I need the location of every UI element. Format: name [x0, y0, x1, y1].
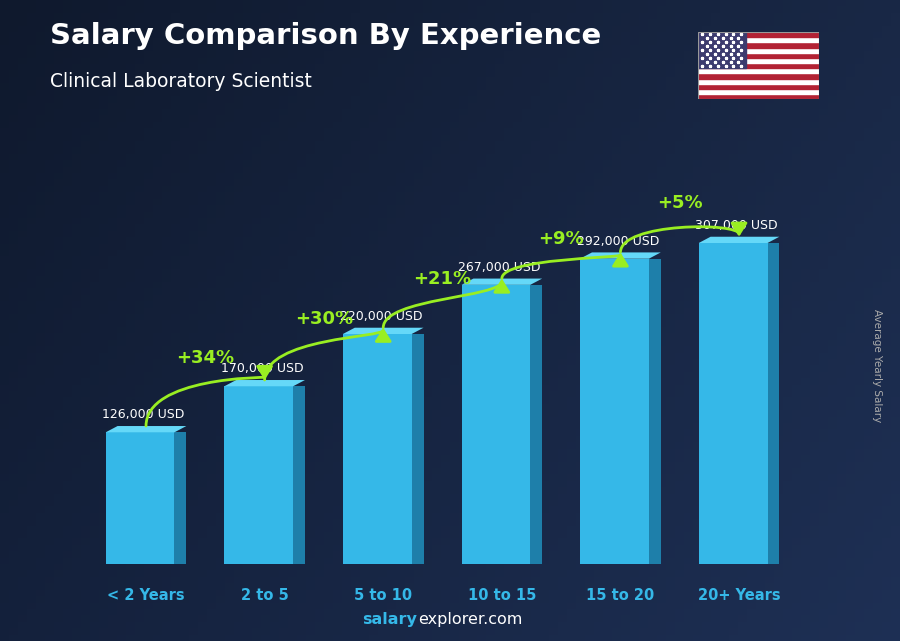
Bar — [343, 334, 411, 564]
Polygon shape — [224, 380, 305, 387]
Bar — [698, 42, 819, 47]
Polygon shape — [580, 253, 661, 259]
Bar — [698, 47, 819, 53]
Text: 20+ Years: 20+ Years — [698, 588, 780, 603]
Text: 15 to 20: 15 to 20 — [586, 588, 654, 603]
Polygon shape — [530, 285, 542, 564]
Text: +5%: +5% — [657, 194, 703, 212]
Polygon shape — [343, 328, 424, 334]
Text: Clinical Laboratory Scientist: Clinical Laboratory Scientist — [50, 72, 311, 91]
Polygon shape — [411, 334, 424, 564]
Bar — [698, 84, 819, 89]
FancyArrowPatch shape — [383, 281, 508, 328]
Bar — [698, 32, 746, 69]
Text: 292,000 USD: 292,000 USD — [577, 235, 660, 247]
Polygon shape — [293, 387, 305, 564]
Bar — [462, 285, 530, 564]
Text: 2 to 5: 2 to 5 — [241, 588, 289, 603]
Text: salary: salary — [362, 612, 417, 627]
Bar — [698, 94, 819, 99]
Bar — [698, 58, 819, 63]
Bar — [698, 37, 819, 42]
Text: +21%: +21% — [413, 270, 472, 288]
Bar — [698, 89, 819, 94]
Bar — [698, 69, 819, 74]
Bar — [698, 53, 819, 58]
Text: +34%: +34% — [176, 349, 234, 367]
Bar — [224, 387, 293, 564]
Bar — [580, 259, 649, 564]
Polygon shape — [698, 237, 779, 243]
Bar — [698, 243, 768, 564]
Polygon shape — [105, 426, 186, 432]
FancyArrowPatch shape — [265, 330, 391, 380]
Text: 267,000 USD: 267,000 USD — [458, 261, 541, 274]
Bar — [698, 74, 819, 79]
Text: 126,000 USD: 126,000 USD — [103, 408, 184, 421]
Polygon shape — [649, 259, 661, 564]
Text: Salary Comparison By Experience: Salary Comparison By Experience — [50, 22, 601, 51]
Text: +9%: +9% — [538, 230, 584, 248]
Text: 10 to 15: 10 to 15 — [468, 588, 536, 603]
Text: 220,000 USD: 220,000 USD — [339, 310, 422, 323]
Text: 5 to 10: 5 to 10 — [355, 588, 412, 603]
Bar — [105, 432, 175, 564]
Polygon shape — [175, 432, 186, 564]
Bar — [698, 32, 819, 37]
Bar — [698, 63, 819, 69]
Polygon shape — [768, 243, 779, 564]
Text: < 2 Years: < 2 Years — [107, 588, 184, 603]
Text: 307,000 USD: 307,000 USD — [696, 219, 778, 232]
Bar — [698, 79, 819, 84]
Text: explorer.com: explorer.com — [418, 612, 523, 627]
Text: +30%: +30% — [295, 310, 353, 328]
Text: Average Yearly Salary: Average Yearly Salary — [872, 309, 883, 422]
FancyArrowPatch shape — [502, 255, 627, 279]
FancyArrowPatch shape — [146, 366, 272, 426]
Polygon shape — [462, 279, 542, 285]
FancyArrowPatch shape — [620, 223, 746, 253]
Text: 170,000 USD: 170,000 USD — [220, 362, 303, 375]
